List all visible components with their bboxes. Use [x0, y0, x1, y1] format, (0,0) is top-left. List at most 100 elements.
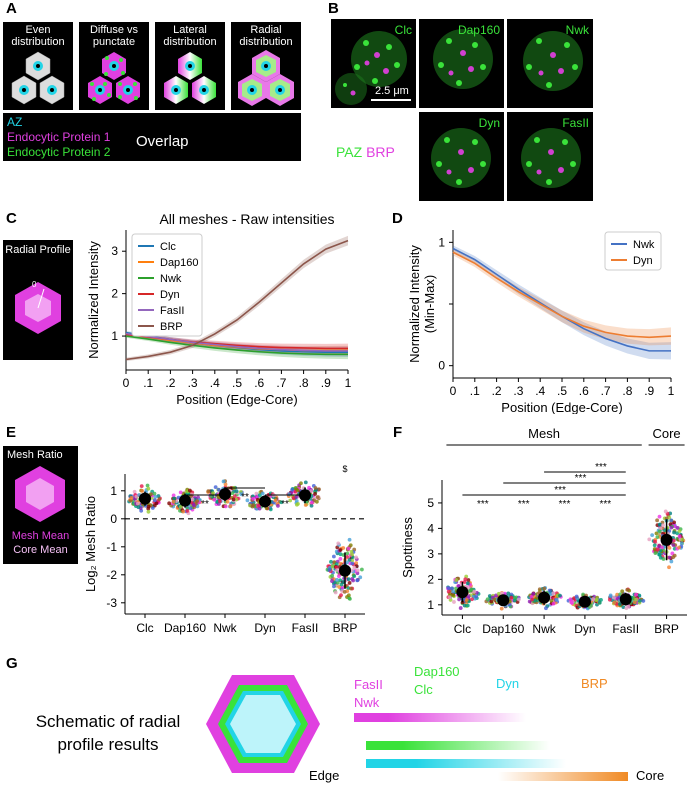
data-point	[230, 491, 235, 496]
schematic-label-clc: Clc	[414, 682, 433, 697]
data-point	[239, 492, 244, 497]
data-point	[132, 489, 137, 494]
data-point	[656, 547, 660, 552]
data-point	[658, 555, 663, 560]
micro-fasii-image	[521, 128, 581, 188]
data-point	[446, 589, 451, 594]
x-tick-label: .4	[210, 376, 220, 390]
mean-marker	[179, 494, 191, 507]
line-chart-minmax: 0 1 0 .1 .2 .3 .4 .5 .6 .7 .8 .9 1 Position (Edge-Cor…	[407, 230, 675, 414]
schematic-dap160-clc: Dap160 Clc	[414, 663, 460, 699]
y-tick-label: 3	[111, 244, 118, 258]
legend-label-nwk: Nwk	[160, 273, 182, 285]
data-point	[338, 552, 343, 557]
y-tick-label: 3	[427, 547, 434, 561]
schematic-label-dap160: Dap160	[414, 664, 460, 679]
data-point	[551, 601, 556, 606]
key-paz: PAZ	[336, 144, 363, 160]
data-point	[313, 486, 318, 490]
data-point	[537, 587, 542, 592]
data-point	[136, 505, 141, 510]
panel-label-b: B	[328, 0, 339, 17]
data-point	[330, 579, 334, 584]
data-point	[154, 501, 159, 506]
mesh-ratio-chart: -3 -2 -1 0 1 Log₂ Mesh Ratio Clc Dap160 Nwk Dyn Fa…	[83, 464, 365, 635]
schematic-label-brp: BRP	[581, 676, 608, 691]
data-point	[470, 597, 474, 602]
data-point	[245, 498, 250, 503]
data-point	[670, 551, 675, 556]
data-point	[494, 593, 498, 598]
data-point	[346, 546, 351, 551]
mean-marker	[259, 495, 271, 508]
data-point	[231, 497, 236, 502]
mean-marker	[660, 533, 673, 546]
bar-cyan	[366, 759, 566, 768]
legend-label-nwk: Nwk	[633, 239, 655, 251]
series-line-dyn	[452, 251, 672, 339]
chart-title: All meshes - Raw intensities	[159, 211, 334, 227]
legend-label-dap160: Dap160	[160, 257, 199, 269]
data-point	[309, 500, 314, 505]
y-tick-label: 1	[110, 484, 117, 498]
data-point	[223, 482, 228, 487]
x-tick-label: .2	[165, 376, 175, 390]
group-label-core: Core	[652, 426, 680, 441]
y-tick-label: 1	[427, 598, 434, 612]
data-point	[549, 599, 554, 603]
micro-nwk: Nwk	[507, 19, 593, 108]
x-tick-label: Clc	[454, 622, 471, 636]
label-fasii: FasII	[562, 116, 589, 130]
x-axis-label: Position (Edge-Core)	[501, 400, 622, 414]
data-point	[221, 479, 226, 484]
data-point	[254, 491, 259, 496]
spottiness-chart: 1 2 3 4 5 Spottiness Clc Dap160 Nwk Dyn FasII BRP Me…	[400, 426, 687, 636]
data-point	[188, 506, 193, 511]
panel-label-e: E	[6, 424, 17, 441]
data-point	[637, 598, 642, 603]
panel-label-g: G	[6, 655, 18, 672]
data-point	[349, 586, 353, 591]
x-tick-label: 1	[345, 376, 352, 390]
data-point	[669, 518, 674, 523]
data-point	[171, 499, 176, 504]
data-point	[359, 567, 364, 572]
data-point	[191, 503, 196, 508]
data-point	[268, 507, 273, 512]
radial-profile-zero: 0	[32, 280, 37, 289]
key-brp: BRP	[366, 144, 395, 160]
data-point	[675, 526, 680, 530]
data-point	[669, 525, 674, 530]
significance-mark: **	[241, 492, 249, 503]
schematic-fasii-nwk: FasII Nwk	[354, 676, 383, 712]
data-point	[337, 585, 342, 589]
mesh-ratio-hexagon	[15, 466, 65, 522]
data-point	[581, 592, 586, 597]
data-point	[466, 594, 471, 599]
data-point	[347, 558, 352, 562]
data-point	[347, 581, 352, 585]
x-tick-label: Dap160	[482, 622, 524, 636]
data-point	[663, 509, 668, 514]
y-tick-label: 5	[427, 496, 434, 510]
data-point	[181, 509, 186, 514]
data-point	[558, 593, 562, 598]
data-point	[156, 494, 161, 498]
data-point	[620, 589, 625, 594]
data-point	[350, 576, 355, 581]
data-point	[454, 578, 459, 582]
data-point	[309, 503, 314, 508]
data-point	[499, 606, 504, 611]
data-point	[607, 597, 612, 602]
y-tick-label: 2	[427, 572, 434, 586]
data-point	[355, 568, 360, 573]
data-point	[146, 509, 151, 514]
micro-dyn: Dyn	[419, 112, 504, 201]
legend-label-brp: BRP	[160, 321, 183, 333]
data-point	[225, 499, 230, 504]
data-point	[153, 494, 158, 499]
data-point	[661, 523, 665, 528]
bar-orange	[498, 772, 628, 781]
data-point	[330, 573, 335, 578]
significance-mark: ***	[559, 499, 571, 510]
